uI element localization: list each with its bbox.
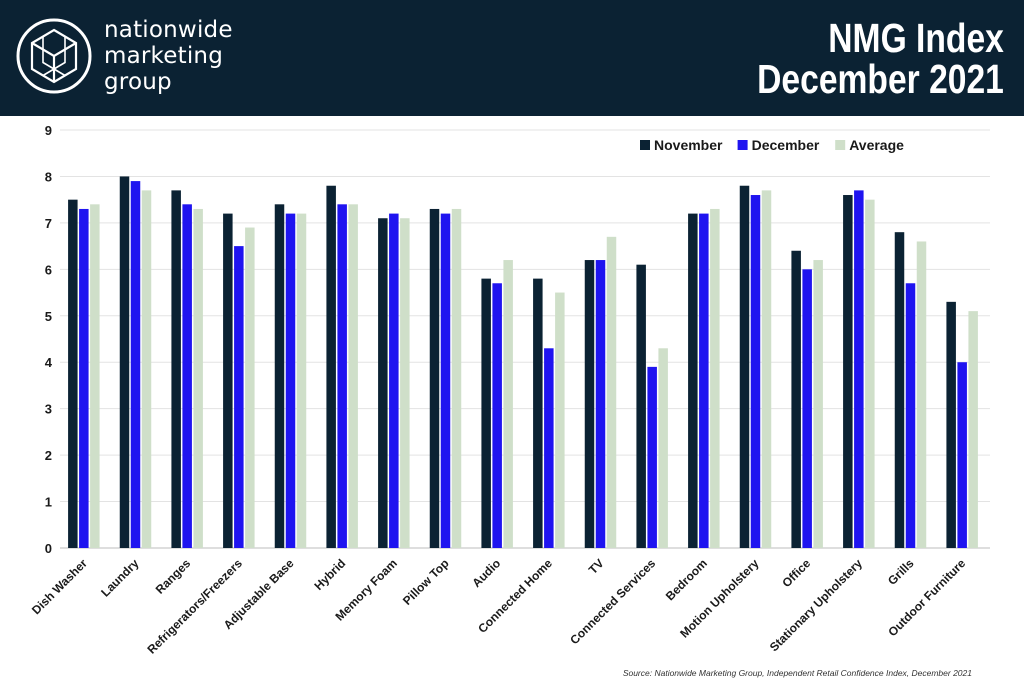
bar-december	[440, 213, 451, 548]
y-tick-label: 7	[45, 216, 52, 231]
bar-average	[245, 227, 255, 548]
bar-december	[544, 348, 554, 548]
legend-swatch	[640, 140, 650, 150]
bar-november	[739, 185, 750, 548]
bar-december	[79, 208, 89, 548]
y-tick-label: 2	[45, 448, 52, 463]
y-tick-label: 9	[45, 123, 52, 138]
bar-november	[533, 278, 543, 548]
x-category-label: Connected Services	[567, 556, 658, 647]
bar-november	[584, 260, 595, 548]
bar-november	[326, 185, 336, 548]
bar-december	[750, 195, 761, 548]
bar-average	[348, 204, 358, 549]
brand-name: nationwide marketing group	[104, 17, 233, 95]
bar-december	[389, 213, 399, 548]
bar-average	[761, 190, 772, 548]
x-category-label: Audio	[469, 556, 503, 590]
bar-december	[234, 246, 244, 548]
bar-average	[916, 241, 927, 548]
x-category-label: Hybrid	[312, 556, 349, 593]
bar-average	[141, 190, 152, 548]
source-note: Source: Nationwide Marketing Group, Inde…	[622, 668, 972, 678]
x-category-label: Dish Washer	[29, 556, 90, 617]
x-category-label: Stationary Upholstery	[767, 556, 865, 654]
bar-november	[688, 213, 698, 548]
bar-december	[595, 260, 606, 548]
bar-average	[400, 218, 410, 548]
bar-november	[894, 232, 905, 548]
bar-average	[503, 260, 513, 548]
bar-average	[193, 208, 203, 548]
bar-december	[130, 181, 141, 548]
bar-november	[274, 204, 285, 549]
bar-december	[647, 366, 657, 548]
legend-label: November	[654, 137, 723, 153]
bar-average	[296, 213, 307, 548]
brand-line: marketing	[104, 43, 223, 69]
bar-average	[865, 199, 875, 548]
x-category-label: Office	[779, 556, 813, 590]
bar-average	[813, 260, 823, 548]
bar-december	[285, 213, 296, 548]
bar-november	[946, 301, 956, 548]
bar-average	[451, 208, 462, 548]
brand-line: group	[104, 69, 172, 95]
bar-november	[171, 190, 181, 548]
title-line: December 2021	[757, 56, 1004, 102]
y-tick-label: 8	[45, 169, 52, 184]
bar-december	[699, 213, 709, 548]
x-category-label: Pillow Top	[400, 556, 452, 608]
x-category-label: Laundry	[98, 556, 142, 600]
bar-average	[658, 348, 668, 548]
y-tick-label: 1	[45, 495, 52, 510]
x-category-label: Ranges	[153, 556, 194, 597]
bar-average	[606, 236, 617, 549]
bar-november	[843, 195, 853, 548]
legend-label: Average	[849, 137, 904, 153]
y-tick-label: 5	[45, 309, 52, 324]
bar-december	[957, 362, 967, 548]
x-category-label: Grills	[885, 556, 917, 588]
bar-november	[429, 208, 440, 548]
bar-november	[378, 218, 388, 548]
bar-average	[90, 204, 100, 549]
bar-average	[968, 311, 978, 548]
y-tick-label: 4	[45, 355, 53, 370]
bar-november	[119, 176, 130, 548]
bar-december	[182, 204, 192, 549]
bar-november	[68, 199, 78, 548]
x-category-label: TV	[586, 556, 607, 577]
bar-average	[555, 292, 565, 548]
legend-swatch	[835, 140, 846, 150]
page-title: NMG Index December 2021	[757, 18, 1004, 100]
bar-december	[905, 283, 916, 548]
header-banner: nationwide marketing group NMG Index Dec…	[0, 0, 1024, 116]
bar-november	[791, 250, 801, 548]
bar-november	[636, 264, 646, 548]
title-line: NMG Index	[828, 15, 1004, 61]
y-tick-label: 3	[45, 402, 52, 417]
legend-swatch	[737, 140, 748, 150]
bar-december	[802, 269, 812, 548]
x-category-label: Bedroom	[663, 556, 710, 603]
bar-december	[854, 190, 864, 548]
legend-label: December	[752, 137, 820, 153]
bar-december	[492, 283, 502, 548]
brand-line: nationwide	[104, 17, 233, 43]
y-tick-label: 6	[45, 262, 52, 277]
bar-november	[481, 278, 491, 548]
x-category-label: Refrigerators/Freezers	[145, 556, 246, 657]
y-tick-label: 0	[45, 541, 52, 556]
hexagonal-cube-logo-icon	[16, 18, 92, 94]
bar-december	[337, 204, 347, 549]
bar-november	[223, 213, 233, 548]
bar-chart: 0 1 2 3 4 5 6 7 8 9 Dish Washer Laundry RangesRefrig…	[29, 123, 990, 657]
bar-average	[710, 208, 720, 548]
